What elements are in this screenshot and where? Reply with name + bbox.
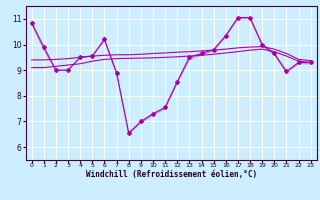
- X-axis label: Windchill (Refroidissement éolien,°C): Windchill (Refroidissement éolien,°C): [86, 170, 257, 179]
